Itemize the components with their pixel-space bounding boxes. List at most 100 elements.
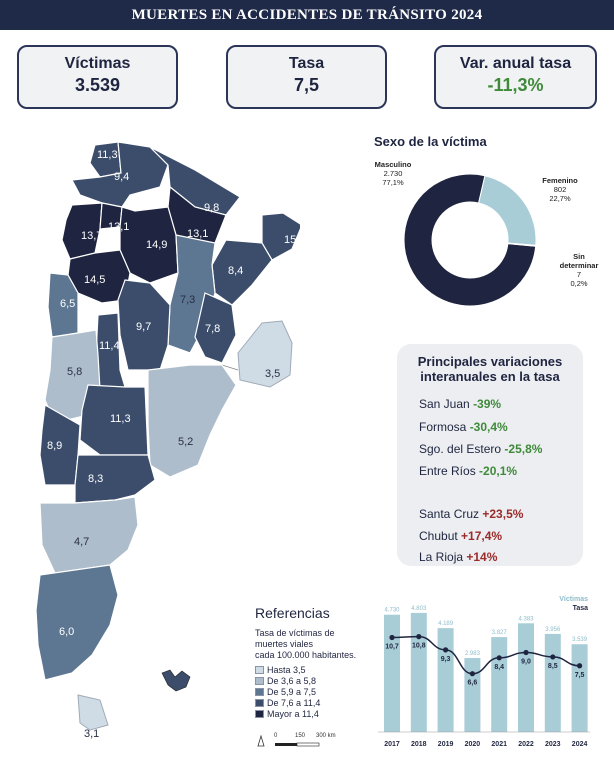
point-tasa	[416, 634, 422, 640]
line-data-label: 6,6	[468, 680, 478, 687]
chart-legend-tasa: Tasa	[573, 605, 589, 612]
bar-data-label: 4.383	[518, 616, 534, 622]
province-neuquen	[39, 404, 81, 486]
label-san-luis: 11,4	[99, 340, 120, 352]
line-data-label: 9,0	[521, 659, 531, 666]
x-tick-label: 2024	[572, 741, 588, 748]
bar-victimas	[518, 623, 534, 732]
point-tasa	[469, 671, 475, 677]
point-tasa	[523, 649, 529, 656]
x-tick-label: 2018	[411, 741, 427, 748]
province-tierra-del-fuego	[77, 694, 109, 731]
point-tasa	[577, 663, 583, 669]
bar-victimas	[384, 614, 400, 732]
line-tasa	[391, 635, 580, 675]
variation-row: La Rioja +14%	[419, 550, 498, 564]
kpi-label: Tasa	[288, 55, 325, 72]
islas-malvinas	[161, 669, 191, 692]
line-data-label: 8,5	[548, 663, 558, 670]
legend-swatch	[255, 688, 264, 696]
bar-victimas	[410, 612, 427, 732]
province-sgo-estero	[119, 206, 179, 284]
bar-data-label: 4.189	[438, 621, 454, 627]
donut-slice-masculino	[403, 173, 537, 307]
legend-swatch	[255, 677, 264, 685]
sex-label-sin-determinar: Sin determinar 7 0,2%	[559, 252, 599, 288]
line-data-label: 10,7	[385, 643, 399, 650]
scale-bar	[257, 734, 320, 747]
bar-data-label: 3.539	[572, 637, 588, 643]
point-tasa	[389, 634, 395, 641]
legend-item: De 3,6 a 5,8	[255, 676, 316, 686]
sex-label-femenino: Femenino 802 22,7%	[542, 176, 578, 203]
kpi-value: 3.539	[74, 75, 121, 95]
province-rio-negro	[74, 454, 156, 504]
bar-victimas	[491, 637, 508, 732]
scale-label: 150	[295, 733, 306, 739]
label-tierra-del-fuego: 3,1	[84, 728, 99, 740]
legend-item: De 7,6 a 11,4	[255, 698, 320, 708]
page-title: MUERTES EN ACCIDENTES DE TRÁNSITO 2024	[0, 0, 614, 30]
bar-victimas	[571, 644, 588, 732]
label-santa-cruz: 6,0	[59, 626, 74, 638]
legend-swatch	[255, 710, 264, 718]
label-caba: 3,5	[265, 368, 280, 380]
label-jujuy: 11,3	[97, 149, 118, 161]
sex-chart-title: Sexo de la víctima	[374, 134, 487, 149]
victims-rate-chart: Víctimas Tasa 4.730 2017 4.803 2018 4.189 2019 2…	[378, 596, 590, 748]
variation-row: San Juan -39%	[419, 397, 502, 411]
bar-data-label: 3.956	[545, 627, 561, 633]
label-misiones: 15,5	[284, 234, 300, 246]
chart-legend-victimas: Víctimas	[559, 596, 588, 603]
line-data-label: 9,3	[441, 656, 451, 663]
variations-title: Principales variaciones interanuales en l…	[417, 354, 563, 384]
north-arrow-icon	[257, 734, 265, 747]
x-tick-label: 2017	[384, 741, 400, 748]
bar-data-label: 2.983	[465, 651, 481, 657]
province-formosa	[149, 146, 241, 216]
variation-row: Santa Cruz +23,5%	[419, 507, 524, 521]
x-tick-label: 2023	[545, 741, 561, 748]
kpi-var-anual: Var. anual tasa -11,3%	[434, 45, 597, 109]
province-buenos-aires	[147, 364, 237, 478]
label-salta: 9,4	[114, 171, 129, 183]
legend-swatch	[255, 666, 264, 674]
line-data-label: 10,8	[412, 643, 426, 650]
label-san-juan: 6,5	[60, 298, 75, 310]
donut-slice-sin-determinar	[507, 242, 537, 247]
bar-victimas	[464, 658, 481, 732]
variation-row: Sgo. del Estero -25,8%	[419, 442, 543, 456]
x-tick-label: 2020	[465, 741, 481, 748]
legend-item: Hasta 3,5	[255, 665, 306, 675]
variation-row: Entre Ríos -20,1%	[419, 464, 518, 478]
kpi-victimas: Víctimas 3.539	[17, 45, 178, 109]
kpi-tasa: Tasa 7,5	[226, 45, 387, 109]
variation-row: Formosa -30,4%	[419, 420, 508, 434]
x-tick-label: 2021	[491, 741, 507, 748]
label-cordoba: 9,7	[136, 321, 151, 333]
kpi-value: -11,3%	[487, 75, 544, 95]
label-buenos-aires: 5,2	[178, 436, 193, 448]
line-data-label: 7,5	[575, 672, 585, 679]
label-tucuman: 13,1	[108, 221, 129, 233]
bar-data-label: 4.730	[384, 608, 400, 614]
legend-subtitle: Tasa de víctimas de muertes viales cada 10…	[255, 628, 357, 660]
sex-label-masculino: Masculino 2.730 77,1%	[374, 160, 412, 187]
variation-row: Chubut +17,4%	[419, 529, 503, 543]
label-neuquen: 8,9	[47, 440, 62, 452]
variations-panel: Principales variaciones interanuales en l…	[397, 344, 583, 566]
point-tasa	[496, 655, 502, 661]
scale-label: 300 km	[316, 733, 336, 739]
legend-title: Referencias	[255, 605, 330, 621]
kpi-label: Víctimas	[64, 55, 131, 72]
label-la-rioja: 14,5	[84, 274, 105, 286]
point-tasa	[550, 654, 556, 660]
label-chaco: 13,1	[187, 228, 208, 240]
province-caba	[237, 320, 293, 388]
label-corrientes: 8,4	[228, 265, 243, 277]
label-entre-rios: 7,8	[205, 323, 220, 335]
scale-label: 0	[274, 733, 278, 739]
x-tick-label: 2022	[518, 741, 534, 748]
label-la-pampa: 11,3	[110, 413, 131, 425]
label-mendoza: 5,8	[67, 366, 82, 378]
